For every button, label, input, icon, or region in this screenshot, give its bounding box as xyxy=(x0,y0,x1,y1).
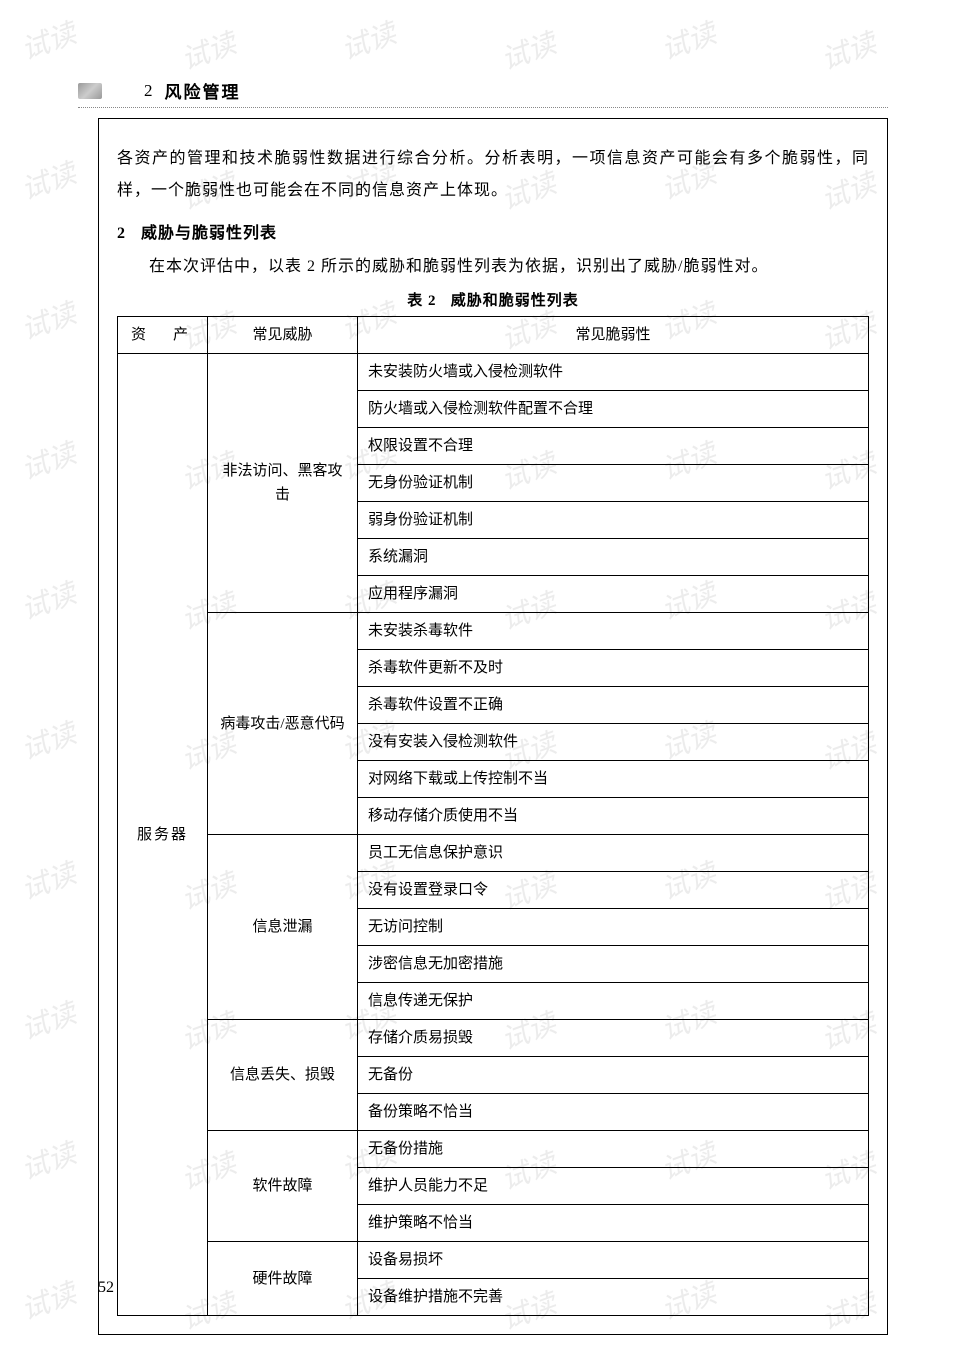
watermark: 试读 xyxy=(15,1132,81,1189)
watermark: 试读 xyxy=(15,992,81,1049)
vuln-cell: 没有安装入侵检测软件 xyxy=(358,724,869,761)
table-caption: 表 2 威胁和脆弱性列表 xyxy=(117,289,869,310)
vuln-cell: 移动存储介质使用不当 xyxy=(358,798,869,835)
section-heading: 2 威胁与脆弱性列表 xyxy=(117,219,869,243)
section-title: 威胁与脆弱性列表 xyxy=(141,225,277,242)
vuln-cell: 员工无信息保护意识 xyxy=(358,835,869,872)
book-icon xyxy=(78,83,102,99)
vuln-cell: 设备易损坏 xyxy=(358,1242,869,1279)
watermark: 试读 xyxy=(15,292,81,349)
intro-paragraph: 各资产的管理和技术脆弱性数据进行综合分析。分析表明，一项信息资产可能会有多个脆弱… xyxy=(117,143,869,207)
table-row: 病毒攻击/恶意代码未安装杀毒软件 xyxy=(118,613,869,650)
watermark: 试读 xyxy=(15,152,81,209)
watermark: 试读 xyxy=(15,712,81,769)
watermark: 试读 xyxy=(495,22,561,79)
vuln-cell: 备份策略不恰当 xyxy=(358,1094,869,1131)
header-vuln: 常见脆弱性 xyxy=(358,317,869,354)
threat-cell: 信息泄漏 xyxy=(208,835,358,1020)
table-row: 软件故障无备份措施 xyxy=(118,1131,869,1168)
chapter-title: 风险管理 xyxy=(165,78,241,103)
page-number: 52 xyxy=(98,1279,114,1297)
page-header: 2 风险管理 xyxy=(78,78,888,108)
table-row: 硬件故障设备易损坏 xyxy=(118,1242,869,1279)
table-row: 信息泄漏员工无信息保护意识 xyxy=(118,835,869,872)
vuln-cell: 无身份验证机制 xyxy=(358,465,869,502)
asset-cell: 服务器 xyxy=(118,354,208,1316)
header-asset: 资 产 xyxy=(118,317,208,354)
vuln-cell: 存储介质易损毁 xyxy=(358,1020,869,1057)
watermark: 试读 xyxy=(15,572,81,629)
table-caption-prefix: 表 xyxy=(407,293,423,309)
vuln-cell: 维护人员能力不足 xyxy=(358,1168,869,1205)
header-threat: 常见威胁 xyxy=(208,317,358,354)
vuln-cell: 应用程序漏洞 xyxy=(358,576,869,613)
watermark: 试读 xyxy=(15,432,81,489)
threat-cell: 病毒攻击/恶意代码 xyxy=(208,613,358,835)
table-row: 服务器非法访问、黑客攻击未安装防火墙或入侵检测软件 xyxy=(118,354,869,391)
vuln-cell: 防火墙或入侵检测软件配置不合理 xyxy=(358,391,869,428)
watermark: 试读 xyxy=(175,22,241,79)
threat-cell: 信息丢失、损毁 xyxy=(208,1020,358,1131)
threat-cell: 非法访问、黑客攻击 xyxy=(208,354,358,613)
table-caption-num: 2 xyxy=(428,293,437,309)
vuln-cell: 无备份 xyxy=(358,1057,869,1094)
watermark: 试读 xyxy=(335,12,401,69)
vuln-cell: 涉密信息无加密措施 xyxy=(358,946,869,983)
watermark: 试读 xyxy=(655,12,721,69)
threat-vulnerability-table: 资 产 常见威胁 常见脆弱性 服务器非法访问、黑客攻击未安装防火墙或入侵检测软件… xyxy=(117,316,869,1316)
watermark: 试读 xyxy=(815,22,881,79)
chapter-number: 2 xyxy=(144,81,153,101)
content-box: 各资产的管理和技术脆弱性数据进行综合分析。分析表明，一项信息资产可能会有多个脆弱… xyxy=(98,118,888,1335)
table-header-row: 资 产 常见威胁 常见脆弱性 xyxy=(118,317,869,354)
watermark: 试读 xyxy=(15,12,81,69)
asset-label: 服务器 xyxy=(137,827,188,843)
watermark: 试读 xyxy=(15,852,81,909)
vuln-cell: 杀毒软件设置不正确 xyxy=(358,687,869,724)
vuln-cell: 没有设置登录口令 xyxy=(358,872,869,909)
vuln-cell: 未安装杀毒软件 xyxy=(358,613,869,650)
vuln-cell: 无备份措施 xyxy=(358,1131,869,1168)
section-number: 2 xyxy=(117,225,126,242)
vuln-cell: 权限设置不合理 xyxy=(358,428,869,465)
vuln-cell: 设备维护措施不完善 xyxy=(358,1279,869,1316)
table-row: 信息丢失、损毁存储介质易损毁 xyxy=(118,1020,869,1057)
vuln-cell: 杀毒软件更新不及时 xyxy=(358,650,869,687)
vuln-cell: 未安装防火墙或入侵检测软件 xyxy=(358,354,869,391)
vuln-cell: 无访问控制 xyxy=(358,909,869,946)
threat-cell: 硬件故障 xyxy=(208,1242,358,1316)
vuln-cell: 对网络下载或上传控制不当 xyxy=(358,761,869,798)
vuln-cell: 维护策略不恰当 xyxy=(358,1205,869,1242)
vuln-cell: 系统漏洞 xyxy=(358,539,869,576)
section-paragraph: 在本次评估中，以表 2 所示的威胁和脆弱性列表为依据，识别出了威胁/脆弱性对。 xyxy=(117,251,869,283)
threat-cell: 软件故障 xyxy=(208,1131,358,1242)
watermark: 试读 xyxy=(15,1272,81,1329)
table-caption-title: 威胁和脆弱性列表 xyxy=(451,293,579,309)
vuln-cell: 信息传递无保护 xyxy=(358,983,869,1020)
vuln-cell: 弱身份验证机制 xyxy=(358,502,869,539)
